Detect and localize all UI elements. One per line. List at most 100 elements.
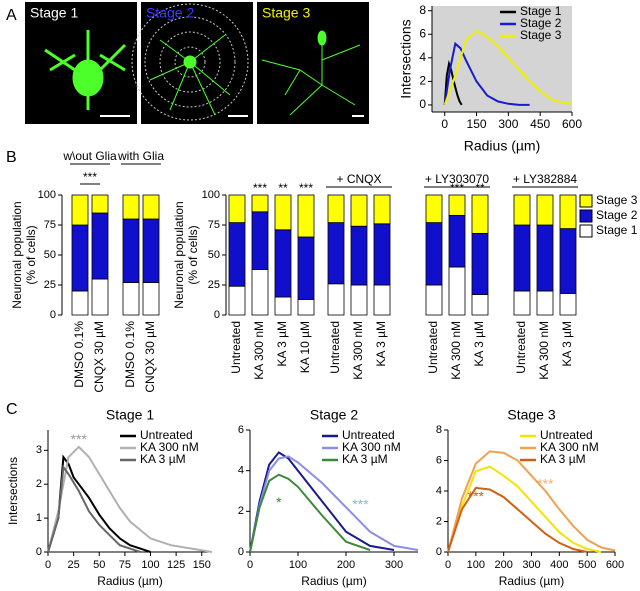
bar-segment bbox=[327, 283, 345, 316]
annotation: *** bbox=[352, 496, 369, 512]
y-tick-label: 50 bbox=[44, 249, 56, 261]
legend-label: KA 3 µM bbox=[540, 452, 586, 466]
chart-title: Stage 3 bbox=[507, 407, 555, 423]
y-tick-label: 4 bbox=[436, 485, 442, 497]
panel-label: A bbox=[6, 7, 17, 24]
bar-segment bbox=[71, 290, 89, 316]
legend-label: Untreated bbox=[540, 428, 593, 442]
legend-label: KA 3 µM bbox=[342, 452, 388, 466]
legend-label: KA 3 µM bbox=[140, 452, 186, 466]
series-line bbox=[47, 445, 213, 553]
micrograph bbox=[257, 2, 369, 124]
category-label: KA 3 µM bbox=[374, 321, 388, 367]
bar-segment bbox=[536, 224, 554, 292]
legend-label: KA 300 nM bbox=[342, 440, 401, 454]
legend-label: Stage 1 bbox=[596, 223, 638, 237]
group-label: + CNQX bbox=[336, 172, 381, 186]
y-tick-label: 75 bbox=[208, 219, 220, 231]
x-tick-label: 75 bbox=[119, 559, 131, 571]
y-axis-label: Intersections bbox=[398, 19, 414, 98]
bar-segment bbox=[122, 282, 140, 316]
panel-label: C bbox=[6, 401, 18, 418]
category-label: KA 300 nM bbox=[351, 321, 365, 380]
bar-segment bbox=[559, 228, 577, 294]
bar-segment bbox=[350, 225, 368, 286]
y-tick-label: 6 bbox=[436, 454, 442, 466]
annotation: * bbox=[276, 494, 282, 510]
series-line bbox=[443, 29, 573, 106]
series-line bbox=[249, 455, 419, 553]
legend-label: KA 300 nM bbox=[140, 440, 199, 454]
bar-segment bbox=[91, 278, 109, 316]
bar-segment bbox=[559, 292, 577, 316]
bar-segment bbox=[251, 211, 269, 270]
bar-segment bbox=[425, 194, 443, 224]
y-tick-label: 100 bbox=[202, 189, 220, 201]
category-label: CNQX 30 µM bbox=[143, 321, 157, 393]
legend-label: KA 300 nM bbox=[540, 440, 599, 454]
category-label: KA 10 µM bbox=[298, 321, 312, 373]
x-axis-label: Radius (µm) bbox=[464, 138, 541, 154]
legend-swatch bbox=[579, 209, 593, 223]
y-tick-label: 8 bbox=[419, 3, 426, 17]
legend-label: Stage 2 bbox=[520, 16, 562, 30]
y-tick-label: 0 bbox=[419, 97, 426, 111]
bar-segment bbox=[91, 194, 109, 214]
y-tick-label: 2 bbox=[238, 505, 244, 517]
bar-segment bbox=[297, 194, 315, 238]
category-label: CNQX 30 µM bbox=[92, 321, 106, 393]
y-tick-label: 25 bbox=[208, 279, 220, 291]
bar-segment bbox=[251, 194, 269, 213]
x-tick-label: 600 bbox=[606, 559, 624, 571]
x-tick-label: 25 bbox=[68, 559, 80, 571]
legend-label: Untreated bbox=[342, 428, 395, 442]
y-tick-label: 2 bbox=[36, 478, 42, 490]
series-line bbox=[443, 41, 530, 106]
y-axis-label: Neuronal population bbox=[10, 201, 24, 308]
group-label: + LY382884 bbox=[513, 172, 577, 186]
bar-segment bbox=[71, 194, 89, 226]
y-tick-label: 50 bbox=[208, 249, 220, 261]
category-label: KA 3 µM bbox=[275, 321, 289, 367]
bar-segment bbox=[448, 214, 466, 268]
bar-segment bbox=[274, 194, 292, 231]
bar-segment bbox=[513, 194, 531, 226]
group-label: with Glia bbox=[117, 149, 164, 163]
legend-swatch bbox=[579, 224, 593, 238]
annotation: *** bbox=[468, 488, 485, 504]
x-tick-label: 0 bbox=[441, 117, 448, 131]
legend-label: Stage 2 bbox=[596, 208, 638, 222]
bar-segment bbox=[327, 222, 345, 285]
bar-segment bbox=[425, 222, 443, 286]
category-label: KA 300 nM bbox=[537, 321, 551, 380]
bar-segment bbox=[513, 290, 531, 316]
bar-segment bbox=[536, 194, 554, 226]
micrographs bbox=[25, 2, 369, 124]
x-tick-label: 200 bbox=[337, 559, 355, 571]
category-label: Untreated bbox=[328, 321, 342, 374]
category-label: KA 300 nM bbox=[252, 321, 266, 380]
bar-segment bbox=[297, 236, 315, 300]
y-tick-label: 4 bbox=[238, 465, 244, 477]
category-label: DMSO 0.1% bbox=[123, 321, 137, 388]
micrograph-label: Stage 1 bbox=[30, 5, 78, 21]
x-tick-label: 0 bbox=[247, 559, 253, 571]
y-tick-label: 75 bbox=[44, 219, 56, 231]
sholl-rings bbox=[131, 3, 249, 121]
series-line bbox=[249, 451, 395, 553]
x-tick-label: 300 bbox=[498, 117, 518, 131]
x-tick-label: 0 bbox=[445, 559, 451, 571]
x-tick-label: 450 bbox=[530, 117, 550, 131]
bar-segment bbox=[373, 194, 391, 225]
x-axis-label: Radius (µm) bbox=[97, 574, 163, 588]
y-tick-label: 2 bbox=[419, 74, 426, 88]
y-axis-label: (% of cells) bbox=[186, 225, 200, 284]
y-axis-label: (% of cells) bbox=[24, 225, 38, 284]
neuron-1 bbox=[44, 30, 127, 110]
x-axis-label: Radius (µm) bbox=[301, 574, 367, 588]
bar-segment bbox=[448, 194, 466, 216]
group-label: w\out Glia bbox=[62, 149, 117, 163]
series-line bbox=[47, 464, 141, 553]
annotation: *** bbox=[71, 431, 88, 447]
